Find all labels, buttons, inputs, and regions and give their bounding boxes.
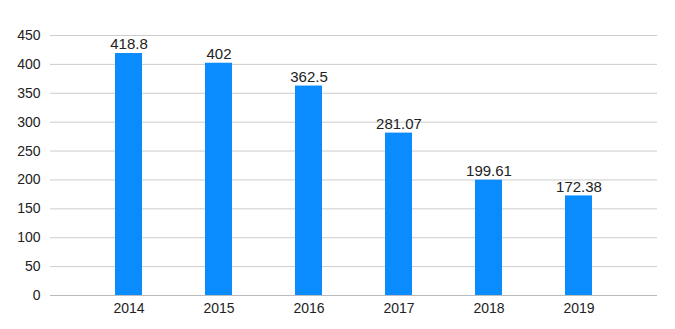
svg-text:2014: 2014 <box>113 300 144 316</box>
svg-text:172.38: 172.38 <box>556 178 602 195</box>
svg-text:281.07: 281.07 <box>376 115 422 132</box>
svg-text:300: 300 <box>17 114 41 130</box>
svg-text:2019: 2019 <box>563 300 594 316</box>
svg-text:350: 350 <box>17 85 41 101</box>
svg-text:402: 402 <box>206 45 231 62</box>
svg-text:2017: 2017 <box>383 300 414 316</box>
svg-text:150: 150 <box>17 200 41 216</box>
svg-text:2018: 2018 <box>473 300 504 316</box>
svg-text:450: 450 <box>17 27 41 43</box>
svg-text:199.61: 199.61 <box>466 162 512 179</box>
svg-text:250: 250 <box>17 143 41 159</box>
svg-text:2016: 2016 <box>293 300 324 316</box>
svg-text:2015: 2015 <box>203 300 234 316</box>
svg-text:362.5: 362.5 <box>290 68 328 85</box>
svg-text:400: 400 <box>17 56 41 72</box>
svg-text:50: 50 <box>25 258 41 274</box>
svg-text:100: 100 <box>17 229 41 245</box>
svg-text:418.8: 418.8 <box>110 35 148 52</box>
svg-text:0: 0 <box>33 287 41 303</box>
svg-text:200: 200 <box>17 171 41 187</box>
